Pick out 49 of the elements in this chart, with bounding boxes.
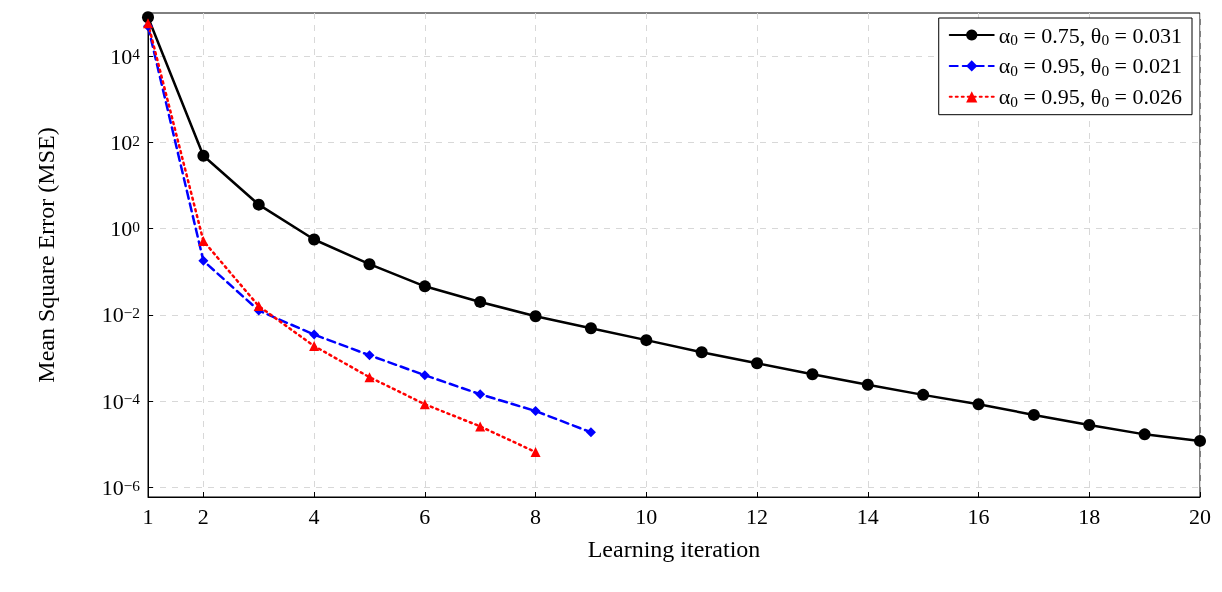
legend-label: α0 = 0.95, θ0 = 0.021 — [998, 53, 1183, 79]
legend-label: α0 = 0.95, θ0 = 0.026 — [998, 84, 1183, 110]
point — [1194, 434, 1206, 447]
point — [695, 346, 708, 359]
point — [309, 329, 320, 340]
y-axis-title: Mean Square Error (MSE) — [33, 127, 59, 383]
point — [529, 310, 542, 323]
point — [584, 322, 597, 335]
point — [418, 280, 431, 293]
x-tick-label: 16 — [967, 503, 990, 529]
x-tick-label: 10 — [635, 503, 658, 529]
point — [585, 427, 596, 438]
x-tick-label: 4 — [308, 503, 320, 529]
point — [530, 447, 541, 458]
point — [1083, 419, 1096, 432]
x-tick-label: 1 — [142, 503, 154, 529]
x-tick-label: 12 — [746, 503, 769, 529]
point — [197, 149, 210, 162]
point — [252, 198, 265, 211]
point — [640, 334, 653, 347]
point — [198, 235, 209, 246]
point — [474, 295, 487, 308]
point — [308, 233, 321, 246]
point — [1027, 408, 1040, 421]
point — [861, 378, 874, 391]
x-tick-label: 8 — [530, 503, 542, 529]
x-tick-label: 2 — [197, 503, 209, 529]
point — [475, 389, 486, 400]
point — [751, 357, 764, 370]
point — [364, 350, 375, 361]
point — [917, 388, 930, 401]
point — [253, 301, 264, 312]
point — [530, 406, 541, 417]
x-tick-label: 18 — [1078, 503, 1101, 529]
point — [806, 368, 819, 381]
x-tick-label: 14 — [856, 503, 879, 529]
point — [309, 341, 320, 352]
point — [198, 255, 209, 266]
legend-label: α0 = 0.75, θ0 = 0.031 — [998, 22, 1183, 48]
point — [972, 398, 985, 411]
point — [363, 258, 376, 271]
x-axis-title: Learning iteration — [587, 536, 761, 562]
x-tick-label: 20 — [1189, 503, 1211, 529]
point — [419, 399, 430, 410]
point — [1138, 428, 1151, 441]
point — [475, 421, 486, 432]
point — [364, 372, 375, 383]
x-tick-label: 6 — [419, 503, 431, 529]
point — [419, 370, 430, 381]
